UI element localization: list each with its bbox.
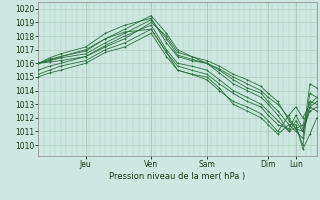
X-axis label: Pression niveau de la mer( hPa ): Pression niveau de la mer( hPa ): [109, 172, 246, 181]
